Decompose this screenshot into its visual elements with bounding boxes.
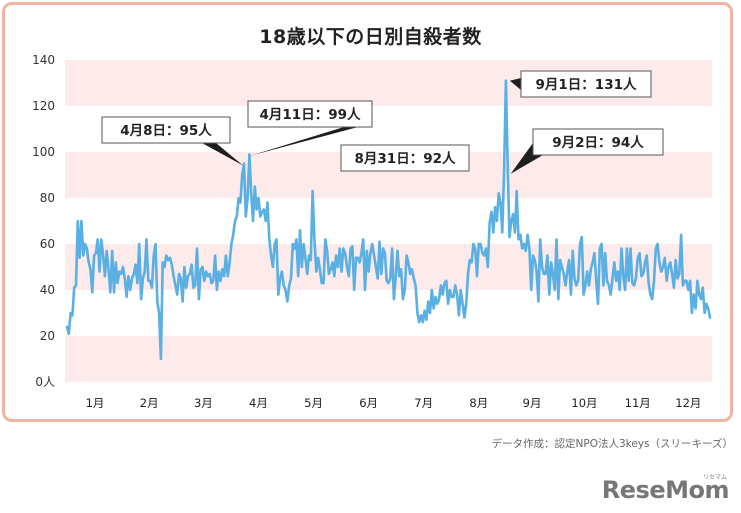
x-tick-label: 10月 bbox=[571, 396, 597, 410]
callouts: 4月8日：95人 4月11日：99人 8月31日：92人 9月1日：131人 9月2日：… bbox=[64, 70, 664, 174]
callout-label: 8月31日：92人 bbox=[355, 151, 456, 167]
y-tick-label: 20 bbox=[40, 329, 55, 343]
callout: 9月2日：94人 bbox=[510, 128, 664, 174]
logo-subtext: リセマム bbox=[702, 474, 727, 481]
callout-pointer bbox=[248, 127, 358, 157]
callout-label: 9月2日：94人 bbox=[552, 135, 644, 151]
x-tick-label: 2月 bbox=[140, 396, 159, 410]
y-tick-label: 120 bbox=[32, 99, 55, 113]
y-tick-label: 100 bbox=[32, 145, 55, 159]
callout: 4月11日：99人 bbox=[247, 100, 373, 157]
x-tick-label: 11月 bbox=[625, 396, 651, 410]
callout: 4月8日：95人 bbox=[101, 116, 244, 166]
callout-label: 4月11日：99人 bbox=[260, 107, 361, 123]
callout-box bbox=[532, 128, 664, 156]
x-tick-label: 1月 bbox=[86, 396, 105, 410]
callout-label: 4月8日：95人 bbox=[120, 123, 212, 139]
callout-pointer bbox=[64, 171, 455, 173]
y-tick-label: 80 bbox=[40, 191, 55, 205]
y-tick-label: 60 bbox=[40, 237, 55, 251]
x-tick-label: 9月 bbox=[523, 396, 542, 410]
callout-box bbox=[520, 70, 652, 98]
data-line bbox=[65, 79, 712, 361]
callout-pointer bbox=[509, 78, 521, 90]
y-tick-label: 40 bbox=[40, 283, 55, 297]
x-axis: 1月 2月 3月 4月 5月 6月 7月 8月 9月 10月 11月 12月 bbox=[86, 396, 702, 410]
y-tick-label: 140 bbox=[32, 53, 55, 67]
x-tick-label: 3月 bbox=[194, 396, 213, 410]
callout-box bbox=[247, 100, 373, 128]
chart-title: 18歳以下の日別自殺者数 bbox=[259, 26, 482, 48]
callout: 8月31日：92人 bbox=[64, 144, 470, 173]
x-tick-label: 6月 bbox=[359, 396, 378, 410]
callout: 9月1日：131人 bbox=[509, 70, 652, 98]
data-source: データ作成：認定NPO法人3keys（スリーキーズ） bbox=[491, 438, 733, 450]
x-tick-label: 12月 bbox=[675, 396, 701, 410]
callout-box bbox=[101, 116, 231, 144]
x-tick-label: 5月 bbox=[304, 396, 323, 410]
y-tick-label: 0人 bbox=[35, 375, 55, 389]
resemom-logo: ReseMom bbox=[601, 476, 730, 504]
y-axis: 0人 20 40 60 80 100 120 140 bbox=[32, 53, 55, 389]
callout-pointer bbox=[202, 143, 244, 166]
x-tick-label: 8月 bbox=[469, 396, 488, 410]
grid-band bbox=[65, 336, 712, 382]
x-tick-label: 7月 bbox=[414, 396, 433, 410]
callout-label: 9月1日：131人 bbox=[536, 77, 637, 93]
x-tick-label: 4月 bbox=[249, 396, 268, 410]
callout-box bbox=[340, 144, 470, 172]
